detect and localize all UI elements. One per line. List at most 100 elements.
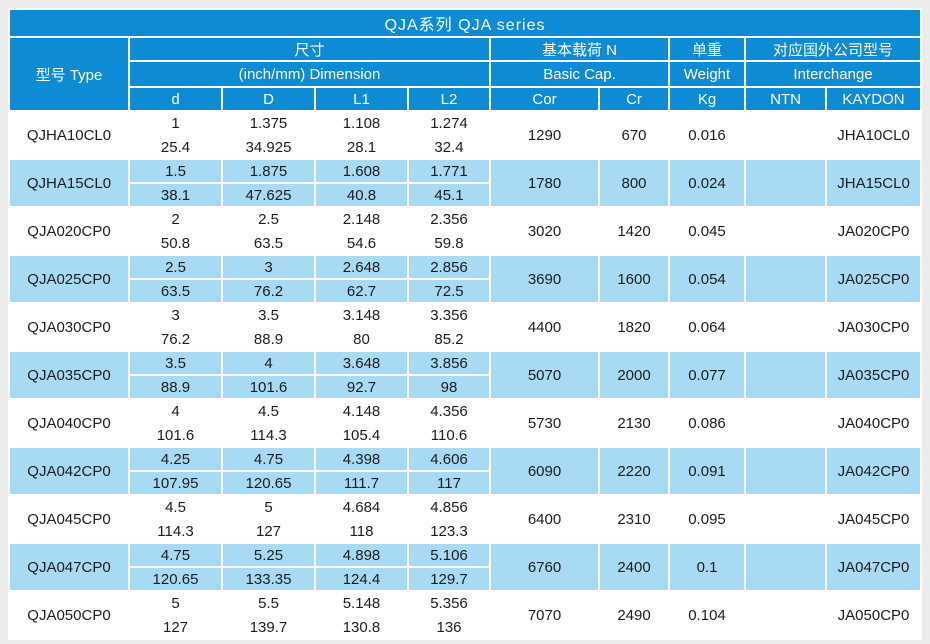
L1-inch-cell: 4.898 xyxy=(316,544,407,566)
D-inch-cell: 4.75 xyxy=(223,448,314,470)
type-cell: QJA035CP0 xyxy=(10,352,128,398)
L2-inch-cell: 3.856 xyxy=(409,352,489,374)
kaydon-cell: JA045CP0 xyxy=(827,496,921,542)
type-cell: QJHA10CL0 xyxy=(10,112,128,158)
cor-cell: 4400 xyxy=(491,304,598,350)
D-inch-cell: 4.5 xyxy=(223,400,314,422)
col-header-weight-en: Weight xyxy=(670,62,744,86)
L2-inch-cell: 5.106 xyxy=(409,544,489,566)
cr-cell: 2220 xyxy=(600,448,668,494)
L1-mm-cell: 111.7 xyxy=(316,472,407,494)
D-mm-cell: 120.65 xyxy=(223,472,314,494)
table-row-mm: 127 139.7 130.8 136 xyxy=(10,616,920,638)
D-mm-cell: 88.9 xyxy=(223,328,314,350)
d-inch-cell: 1.5 xyxy=(130,160,221,182)
L2-mm-cell: 45.1 xyxy=(409,184,489,206)
L2-inch-cell: 1.274 xyxy=(409,112,489,134)
d-mm-cell: 76.2 xyxy=(130,328,221,350)
cor-cell: 6400 xyxy=(491,496,598,542)
L2-inch-cell: 5.356 xyxy=(409,592,489,614)
d-mm-cell: 127 xyxy=(130,616,221,638)
kaydon-cell: JA030CP0 xyxy=(827,304,921,350)
col-header-dimension-cn: 尺寸 xyxy=(130,38,489,60)
series-title: QJA系列 QJA series xyxy=(10,10,921,36)
L2-mm-cell: 32.4 xyxy=(409,136,489,158)
D-inch-cell: 5 xyxy=(223,496,314,518)
kaydon-cell: JA040CP0 xyxy=(827,400,921,446)
subcol-kg: Kg xyxy=(670,88,744,110)
kaydon-cell: JA035CP0 xyxy=(827,352,921,398)
table-row: QJA035CP0 3.5 4 3.648 3.856 5070 2000 0.… xyxy=(10,352,921,398)
kg-cell: 0.1 xyxy=(670,544,744,590)
type-cell: QJA050CP0 xyxy=(10,592,128,638)
cor-cell: 6760 xyxy=(491,544,598,590)
D-mm-cell: 34.925 xyxy=(223,136,314,158)
cr-cell: 1420 xyxy=(600,208,668,254)
L1-mm-cell: 40.8 xyxy=(316,184,407,206)
d-inch-cell: 3 xyxy=(130,304,221,326)
L2-inch-cell: 4.606 xyxy=(409,448,489,470)
table-row-mm: 38.1 47.625 40.8 45.1 xyxy=(10,184,920,206)
kaydon-cell: JHA10CL0 xyxy=(827,112,921,158)
L2-mm-cell: 98 xyxy=(409,376,489,398)
kaydon-cell: JHA15CL0 xyxy=(827,160,921,206)
L1-mm-cell: 124.4 xyxy=(316,568,407,590)
L1-inch-cell: 3.148 xyxy=(316,304,407,326)
cor-cell: 1780 xyxy=(491,160,598,206)
subcol-cor: Cor xyxy=(491,88,598,110)
kaydon-cell: JA042CP0 xyxy=(827,448,921,494)
D-inch-cell: 1.375 xyxy=(223,112,314,134)
L1-inch-cell: 5.148 xyxy=(316,592,407,614)
D-mm-cell: 47.625 xyxy=(223,184,314,206)
header-row-en: (inch/mm) Dimension Basic Cap. Weight In… xyxy=(10,62,921,86)
d-mm-cell: 107.95 xyxy=(130,472,221,494)
table-row-mm: 50.8 63.5 54.6 59.8 xyxy=(10,232,920,254)
D-mm-cell: 114.3 xyxy=(223,424,314,446)
ntn-cell xyxy=(746,544,825,590)
ntn-cell xyxy=(746,592,825,638)
L2-mm-cell: 129.7 xyxy=(409,568,489,590)
L1-inch-cell: 4.148 xyxy=(316,400,407,422)
ntn-cell xyxy=(746,112,825,158)
D-mm-cell: 127 xyxy=(223,520,314,542)
ntn-cell xyxy=(746,160,825,206)
cr-cell: 800 xyxy=(600,160,668,206)
d-inch-cell: 4.25 xyxy=(130,448,221,470)
cor-cell: 5730 xyxy=(491,400,598,446)
type-cell: QJA020CP0 xyxy=(10,208,128,254)
L1-mm-cell: 105.4 xyxy=(316,424,407,446)
ntn-cell xyxy=(746,208,825,254)
d-inch-cell: 2 xyxy=(130,208,221,230)
D-mm-cell: 63.5 xyxy=(223,232,314,254)
ntn-cell xyxy=(746,304,825,350)
table-row: QJA047CP0 4.75 5.25 4.898 5.106 6760 240… xyxy=(10,544,921,590)
kg-cell: 0.054 xyxy=(670,256,744,302)
ntn-cell xyxy=(746,448,825,494)
L2-mm-cell: 59.8 xyxy=(409,232,489,254)
type-cell: QJA047CP0 xyxy=(10,544,128,590)
d-mm-cell: 88.9 xyxy=(130,376,221,398)
subcol-L2: L2 xyxy=(409,88,489,110)
type-cell: QJA030CP0 xyxy=(10,304,128,350)
subcol-kaydon: KAYDON xyxy=(827,88,921,110)
d-inch-cell: 2.5 xyxy=(130,256,221,278)
ntn-cell xyxy=(746,400,825,446)
kg-cell: 0.086 xyxy=(670,400,744,446)
table-row: QJA045CP0 4.5 5 4.684 4.856 6400 2310 0.… xyxy=(10,496,921,542)
table-row: QJA030CP0 3 3.5 3.148 3.356 4400 1820 0.… xyxy=(10,304,921,350)
L2-mm-cell: 136 xyxy=(409,616,489,638)
L1-mm-cell: 118 xyxy=(316,520,407,542)
table-row-mm: 76.2 88.9 80 85.2 xyxy=(10,328,920,350)
type-cell: QJHA15CL0 xyxy=(10,160,128,206)
table-row: QJHA10CL0 1 1.375 1.108 1.274 1290 670 0… xyxy=(10,112,921,158)
d-inch-cell: 3.5 xyxy=(130,352,221,374)
L2-mm-cell: 117 xyxy=(409,472,489,494)
d-mm-cell: 101.6 xyxy=(130,424,221,446)
D-inch-cell: 1.875 xyxy=(223,160,314,182)
cr-cell: 2400 xyxy=(600,544,668,590)
L1-mm-cell: 92.7 xyxy=(316,376,407,398)
D-mm-cell: 76.2 xyxy=(223,280,314,302)
cor-cell: 1290 xyxy=(491,112,598,158)
L1-inch-cell: 3.648 xyxy=(316,352,407,374)
